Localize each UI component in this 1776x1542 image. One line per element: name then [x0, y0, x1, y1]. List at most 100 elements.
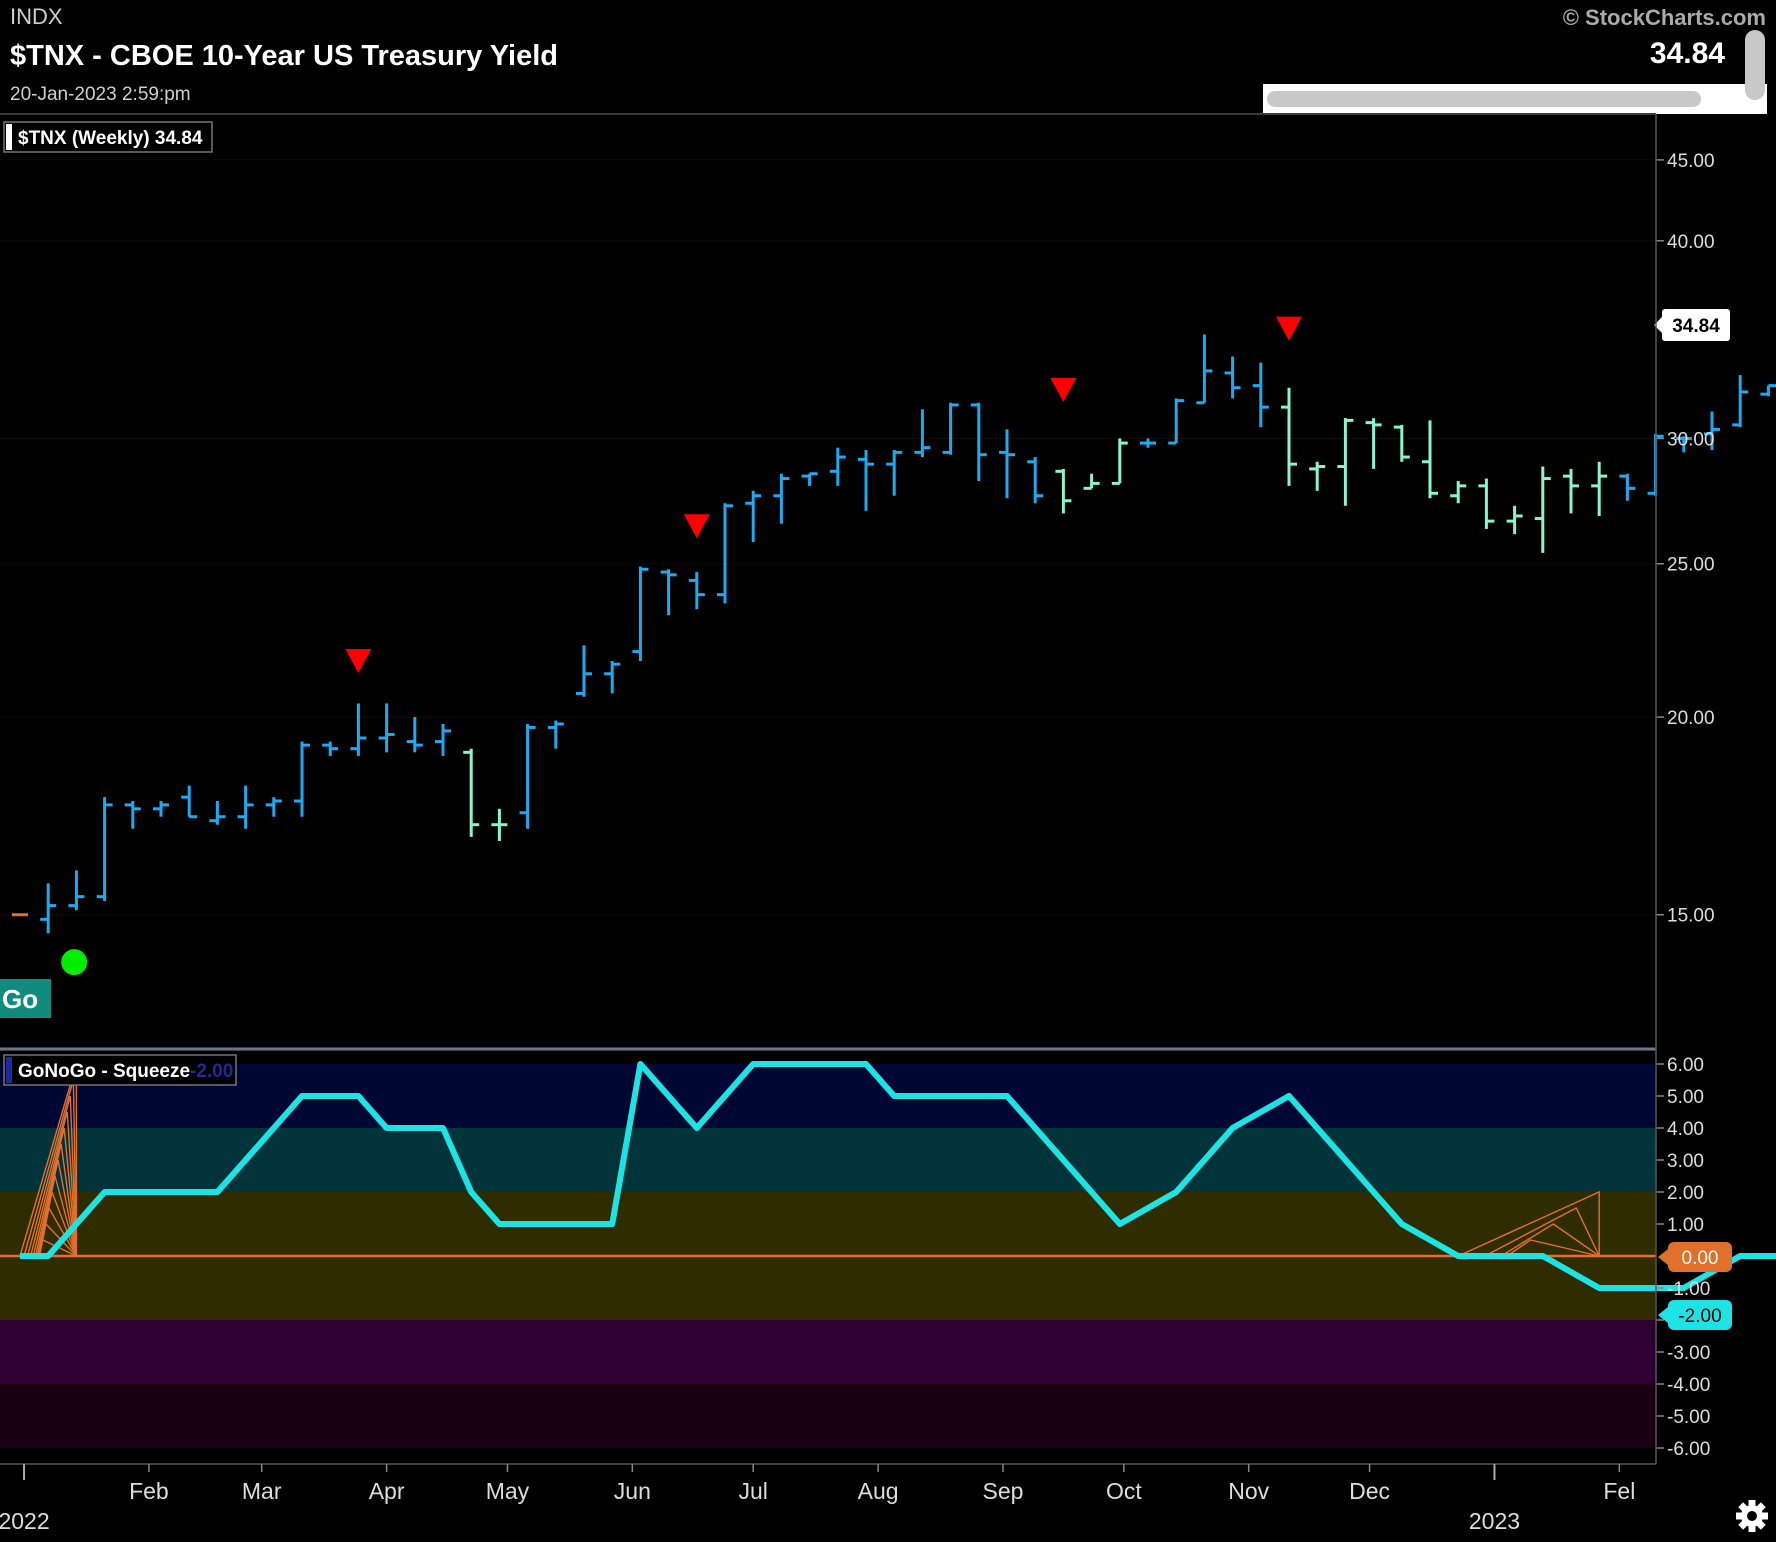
- price-last-tag: 34.84: [1654, 309, 1730, 341]
- price-legend-text: $TNX (Weekly) 34.84: [18, 128, 203, 149]
- ohlc-bar: [1732, 375, 1749, 428]
- squeeze-legend-text: GoNoGo - Squeeze: [18, 1061, 190, 1082]
- last-price: 34.84: [1650, 37, 1725, 70]
- exchange-label: INDX: [10, 4, 63, 29]
- chart-title: $TNX - CBOE 10-Year US Treasury Yield: [10, 40, 558, 72]
- price-tick-label: 45.00: [1667, 151, 1715, 172]
- ohlc-bar: [886, 450, 903, 496]
- ohlc-bar: [547, 720, 564, 749]
- x-month-label: Aug: [858, 1478, 899, 1504]
- x-month-label: Jun: [614, 1478, 651, 1504]
- x-month-label: Dec: [1349, 1478, 1390, 1504]
- x-month-label: Jul: [738, 1478, 767, 1504]
- squeeze-band: [0, 1384, 1656, 1448]
- ohlc-bar: [773, 473, 790, 524]
- header-scrollbar[interactable]: [1263, 30, 1767, 114]
- price-tick-label: 20.00: [1667, 708, 1715, 729]
- ohlc-bar: [604, 661, 621, 694]
- squeeze-band: [0, 1320, 1656, 1384]
- x-month-label: Fel: [1603, 1478, 1635, 1504]
- squeeze-legend-value: -2.00: [190, 1061, 233, 1082]
- ohlc-bar: [322, 741, 339, 756]
- ohlc-bar: [1140, 438, 1156, 448]
- price-tick-label: 15.00: [1667, 906, 1715, 927]
- squeeze-band: [0, 1128, 1656, 1192]
- ohlc-bar: [1027, 457, 1044, 504]
- price-grid: [0, 159, 1656, 916]
- x-axis: Feb Mar Apr May Jun Jul Aug Sep Oct Nov Dec Fel 2022…: [0, 1464, 1635, 1534]
- ohlc-bar: [1450, 480, 1467, 504]
- ohlc-bar: [858, 450, 874, 511]
- x-month-label: Sep: [983, 1478, 1024, 1504]
- price-tick-label: 40.00: [1667, 232, 1715, 253]
- ohlc-bar: [1111, 438, 1128, 485]
- squeeze-grid: [1457, 1190, 1600, 1257]
- squeeze-tick-label: 3.00: [1667, 1151, 1704, 1172]
- vertical-scrollbar-thumb[interactable]: [1745, 30, 1765, 100]
- squeeze-zero-tag: 0.00: [1658, 1242, 1732, 1272]
- ohlc-bar: [1760, 384, 1776, 397]
- ohlc-bar: [1591, 461, 1608, 516]
- ohlc-bar: [40, 883, 57, 934]
- x-year-label: 2023: [1469, 1508, 1520, 1534]
- price-legend: $TNX (Weekly) 34.84: [3, 121, 213, 153]
- ohlc-bar: [1252, 362, 1269, 428]
- ohlc-bar: [745, 490, 762, 543]
- ohlc-bar: [801, 472, 818, 486]
- x-month-label: May: [486, 1478, 530, 1504]
- ohlc-bar: [1563, 468, 1579, 514]
- ohlc-bar: [1196, 334, 1213, 405]
- scrollbar-thumb[interactable]: [1267, 91, 1701, 107]
- ohlc-bar: [1083, 473, 1100, 490]
- squeeze-zero-tag-text: 0.00: [1682, 1248, 1719, 1269]
- price-tick-label: 25.00: [1667, 555, 1715, 576]
- nogo-signal-triangle: [683, 514, 710, 539]
- ohlc-bar: [519, 723, 536, 829]
- squeeze-tick-label: 5.00: [1667, 1087, 1704, 1108]
- ohlc-bar: [1534, 466, 1551, 553]
- squeeze-y-axis: 6.005.004.003.002.001.00-1.00-2.00-3.00-…: [1656, 1055, 1710, 1460]
- nogo-signal-triangle: [1276, 316, 1302, 341]
- ohlc-bar: [999, 429, 1015, 499]
- x-month-label: Nov: [1228, 1478, 1269, 1504]
- ohlc-bar: [1168, 398, 1185, 445]
- x-month-label: Feb: [129, 1478, 169, 1504]
- squeeze-tick-label: -5.00: [1667, 1407, 1710, 1428]
- x-month-label: Apr: [369, 1478, 405, 1504]
- settings-gear-icon[interactable]: [1736, 1500, 1768, 1532]
- price-last-tag-text: 34.84: [1672, 316, 1720, 337]
- ohlc-bar: [435, 723, 451, 756]
- ohlc-bar: [181, 785, 198, 819]
- ohlc-bar: [1704, 411, 1720, 451]
- ohlc-bar: [970, 402, 987, 481]
- ohlc-bar: [1619, 473, 1636, 501]
- chart-timestamp: 20-Jan-2023 2:59:pm: [10, 84, 191, 105]
- squeeze-band: [0, 1064, 1656, 1128]
- squeeze-tick-label: -3.00: [1667, 1343, 1710, 1364]
- ohlc-bar: [1224, 356, 1241, 399]
- ohlc-bar: [1365, 418, 1382, 469]
- ohlc-bar: [1309, 461, 1326, 491]
- ohlc-bar: [1393, 424, 1410, 462]
- nogo-signal-triangle: [1050, 377, 1077, 402]
- ohlc-bar: [688, 572, 705, 610]
- ohlc-bar: [1281, 387, 1297, 486]
- price-tick-label: 30.00: [1667, 429, 1715, 450]
- squeeze-tick-label: -6.00: [1667, 1439, 1710, 1460]
- price-bars: [12, 334, 1776, 934]
- ohlc-bar: [96, 797, 113, 902]
- x-month-label: Mar: [242, 1478, 282, 1504]
- ohlc-bar: [1478, 478, 1495, 529]
- x-month-label: Oct: [1106, 1478, 1142, 1504]
- ohlc-bar: [153, 801, 169, 817]
- price-signals: [61, 316, 1302, 976]
- price-y-axis: 45.00 40.00 30.00 25.00 20.00 15.00: [1656, 151, 1715, 927]
- ohlc-bar: [914, 409, 931, 458]
- squeeze-line: [20, 1061, 1776, 1291]
- squeeze-legend: GoNoGo - Squeeze -2.00: [3, 1054, 237, 1086]
- ohlc-bar: [209, 801, 226, 825]
- go-badge-text: Go: [2, 984, 38, 1014]
- ohlc-bar: [406, 717, 423, 753]
- ohlc-bar: [576, 645, 592, 697]
